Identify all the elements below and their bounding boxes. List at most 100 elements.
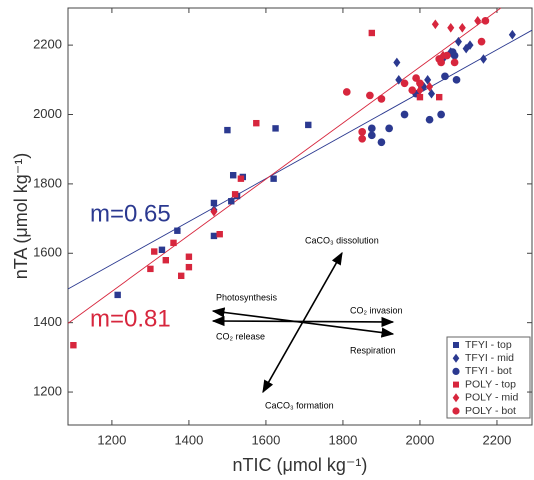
marker-circle — [450, 51, 459, 60]
marker-square — [216, 230, 223, 238]
marker-circle — [367, 124, 376, 133]
marker-diamond — [474, 16, 482, 26]
legend-box — [446, 336, 531, 419]
legend-marker — [453, 381, 459, 388]
legend-label: POLY - mid — [465, 392, 518, 404]
marker-circle — [443, 51, 451, 60]
marker-square — [272, 125, 279, 132]
legend-marker — [453, 342, 459, 348]
marker-diamond — [447, 22, 455, 33]
fit-line — [67, 29, 533, 290]
legend-marker — [452, 407, 460, 415]
x-tick-label: 1200 — [97, 432, 126, 447]
marker-square — [170, 239, 177, 247]
marker-square — [368, 29, 376, 37]
marker-circle — [400, 79, 409, 88]
marker-square — [436, 93, 443, 101]
marker-square — [158, 246, 166, 254]
marker-circle — [358, 128, 367, 136]
marker-diamond — [424, 75, 432, 85]
annotation: CaCO₃ formation — [265, 400, 334, 410]
annotation: CO₂ invasion — [350, 305, 403, 315]
marker-circle — [400, 110, 409, 119]
marker-circle — [441, 72, 449, 81]
x-tick-label: 1400 — [174, 432, 203, 447]
annotation: m=0.65 — [90, 200, 171, 227]
marker-diamond — [458, 22, 466, 33]
marker-circle — [408, 86, 417, 95]
x-tick-label: 2000 — [405, 432, 434, 447]
legend-label: TFYI - top — [465, 339, 512, 351]
legend-label: TFYI - bot — [465, 365, 512, 377]
x-tick-label: 1600 — [251, 432, 280, 447]
y-tick-label: 1200 — [33, 383, 62, 398]
marker-square — [162, 257, 170, 264]
fit-line — [67, 7, 502, 324]
marker-circle — [385, 124, 393, 133]
marker-square — [237, 175, 245, 182]
marker-square — [210, 199, 218, 207]
marker-diamond — [508, 29, 516, 40]
annotation: CO₂ release — [216, 331, 265, 341]
marker-square — [151, 248, 158, 255]
marker-diamond — [395, 75, 403, 85]
marker-square — [147, 265, 154, 273]
y-tick-label: 2000 — [33, 106, 62, 121]
marker-square — [178, 272, 185, 280]
x-axis-label: nTIC (μmol kg⁻¹) — [233, 455, 368, 475]
arrow-co2-exchange — [211, 315, 395, 328]
y-tick-label: 1800 — [33, 175, 62, 190]
marker-diamond — [416, 85, 424, 96]
marker-circle — [450, 58, 459, 67]
marker-square — [114, 291, 121, 299]
annotation: CaCO₃ dissolution — [305, 235, 379, 245]
marker-circle — [437, 58, 445, 67]
x-tick-label: 1800 — [328, 432, 357, 447]
marker-square — [70, 342, 77, 349]
marker-square — [253, 119, 260, 127]
marker-diamond — [426, 81, 434, 92]
marker-circle — [367, 131, 376, 140]
legend-label: POLY - bot — [465, 405, 516, 417]
marker-diamond — [462, 43, 470, 54]
marker-circle — [366, 91, 374, 100]
legend-label: TFYI - mid — [465, 352, 514, 364]
marker-diamond — [210, 206, 218, 217]
legend-marker — [452, 393, 460, 403]
legend-marker — [452, 367, 460, 375]
y-axis-label: nTA (μmol kg⁻¹) — [11, 153, 31, 280]
y-tick-label: 1400 — [33, 314, 62, 329]
marker-square — [228, 198, 235, 205]
x-tick-label: 2200 — [482, 432, 511, 447]
marker-square — [210, 232, 218, 240]
marker-square — [185, 253, 193, 260]
marker-square — [416, 93, 424, 101]
marker-circle — [452, 75, 461, 84]
marker-circle — [481, 16, 490, 25]
legend-marker — [452, 353, 460, 363]
marker-diamond — [431, 19, 439, 30]
marker-circle — [437, 110, 445, 119]
marker-circle — [416, 79, 424, 88]
marker-circle — [342, 88, 351, 96]
annotation: Photosynthesis — [216, 292, 278, 302]
y-tick-label: 1600 — [33, 245, 62, 260]
marker-diamond — [466, 40, 474, 50]
marker-square — [185, 263, 193, 271]
marker-diamond — [393, 57, 401, 68]
marker-circle — [377, 138, 386, 147]
y-tick-label: 2200 — [33, 37, 62, 52]
marker-circle — [358, 134, 367, 143]
legend-label: POLY - top — [465, 378, 516, 390]
marker-square — [270, 175, 277, 182]
marker-square — [229, 172, 237, 179]
marker-diamond — [479, 54, 488, 64]
marker-square — [231, 191, 239, 198]
marker-square — [174, 227, 181, 234]
marker-circle — [477, 37, 486, 46]
annotation: m=0.81 — [90, 305, 171, 332]
marker-circle — [377, 95, 386, 103]
marker-diamond — [454, 36, 462, 47]
marker-square — [224, 126, 231, 134]
